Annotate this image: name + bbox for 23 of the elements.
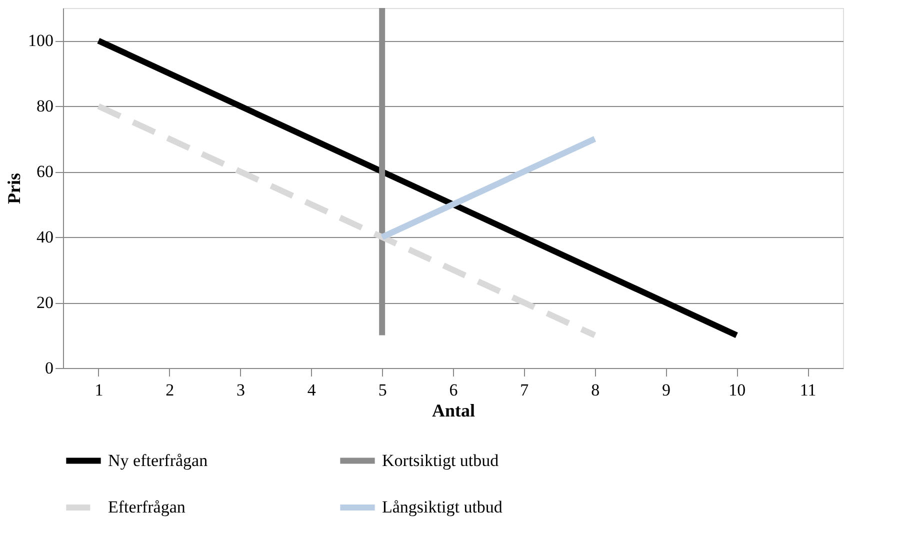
y-tick-label: 40 <box>36 228 54 247</box>
legend-label: Ny efterfrågan <box>108 450 208 470</box>
legend-label: Kortsiktigt utbud <box>382 450 500 470</box>
y-tick-label: 60 <box>36 162 54 182</box>
x-tick-label: 6 <box>449 380 458 400</box>
x-tick-label: 10 <box>728 380 746 400</box>
x-tick-label: 5 <box>378 380 387 400</box>
x-tick-label: 8 <box>591 380 600 400</box>
x-axis-title: Antal <box>432 400 476 420</box>
x-tick-label: 3 <box>236 380 246 400</box>
x-tick-label: 4 <box>307 380 316 400</box>
y-tick-label: 80 <box>36 96 54 116</box>
legend-label: Efterfrågan <box>108 498 186 516</box>
x-tick-label: 1 <box>94 380 104 400</box>
x-tick-label: 9 <box>662 380 670 400</box>
y-axis-title: Pris <box>4 173 24 204</box>
x-tick-label: 11 <box>800 380 816 400</box>
y-tick-label: 20 <box>36 293 54 312</box>
y-tick-label: 100 <box>28 31 54 50</box>
x-tick-label: 2 <box>166 380 174 400</box>
legend-label: Långsiktigt utbud <box>382 498 503 516</box>
x-tick-label: 7 <box>520 380 530 400</box>
y-tick-label: 0 <box>45 358 54 378</box>
